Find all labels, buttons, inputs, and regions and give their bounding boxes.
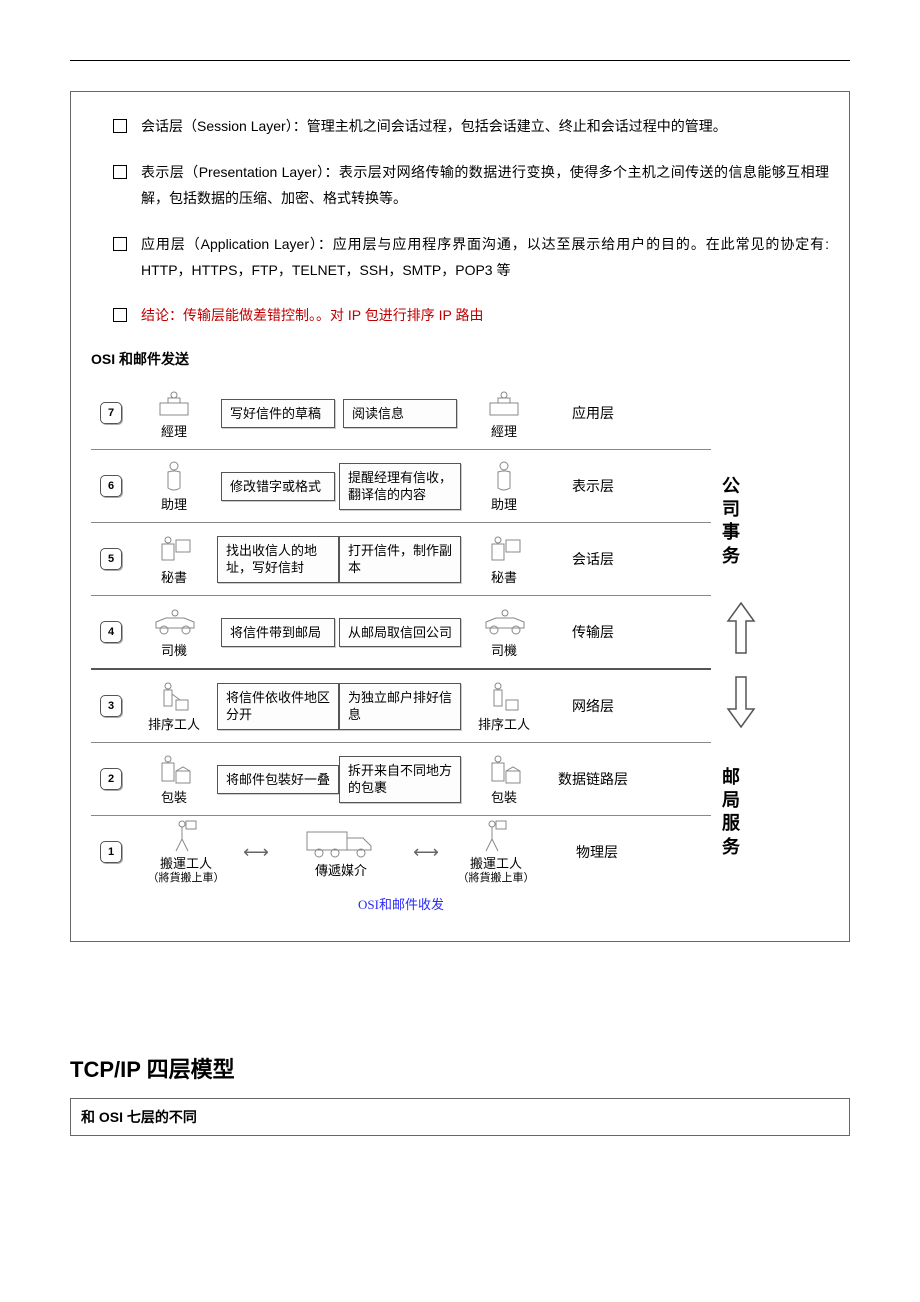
checkbox-icon bbox=[113, 308, 127, 322]
layer-number: 5 bbox=[100, 548, 122, 570]
role-label: 包裝 bbox=[491, 787, 517, 806]
assistant-icon bbox=[482, 460, 526, 494]
role-label: 包裝 bbox=[161, 787, 187, 806]
diagram-row: 1 搬運工人 （將貨搬上車） ⟷ 傳遞媒介 ⟷ 搬運工人 bbox=[91, 816, 711, 888]
role-sublabel: （將貨搬上車） bbox=[148, 872, 225, 885]
bullet-item: 应用层（Application Layer）：应用层与应用程序界面沟通，以达至展… bbox=[113, 232, 829, 284]
bullet-item: 表示层（Presentation Layer）：表示层对网络传输的数据进行变换，… bbox=[113, 160, 829, 212]
diagram-caption: OSI和邮件收发 bbox=[91, 894, 711, 913]
diagram-row: 3 排序工人 将信件依收件地区分开 为独立邮户排好信息 排序工人 网络层 bbox=[91, 670, 711, 743]
desc-left: 将信件依收件地区分开 bbox=[217, 683, 339, 730]
manager-icon bbox=[482, 387, 526, 421]
layer-name: 网络层 bbox=[547, 670, 639, 742]
role-label: 搬運工人 bbox=[160, 853, 212, 872]
bullet-text: 表示层（Presentation Layer）：表示层对网络传输的数据进行变换，… bbox=[141, 160, 829, 212]
layer-number: 3 bbox=[100, 695, 122, 717]
desc-left: 写好信件的草稿 bbox=[221, 399, 335, 429]
down-arrow-icon bbox=[711, 665, 771, 737]
role-label: 搬運工人 bbox=[470, 853, 522, 872]
packer-icon bbox=[482, 753, 526, 787]
sorter-icon bbox=[482, 680, 526, 714]
desc-right: 阅读信息 bbox=[343, 399, 457, 429]
content-box: 会话层（Session Layer）：管理主机之间会话过程，包括会话建立、终止和… bbox=[70, 91, 850, 942]
desc-right: 提醒经理有信收，翻译信的内容 bbox=[339, 463, 461, 510]
bullet-item: 会话层（Session Layer）：管理主机之间会话过程，包括会话建立、终止和… bbox=[113, 114, 829, 140]
up-arrow-icon bbox=[711, 593, 771, 665]
checkbox-icon bbox=[113, 165, 127, 179]
desc-left: 将邮件包裝好一叠 bbox=[217, 765, 339, 795]
sorter-icon bbox=[152, 680, 196, 714]
bullet-text-conclusion: 结论：传输层能做差错控制。。对 IP 包进行排序 IP 路由 bbox=[141, 303, 829, 329]
diagram-row: 4 司機 将信件带到邮局 从邮局取信回公司 司機 传输层 bbox=[91, 596, 711, 670]
layer-number: 7 bbox=[100, 402, 122, 424]
osi-mail-diagram: 7 經理 写好信件的草稿 阅读信息 經理 应用层 6 bbox=[91, 377, 871, 923]
role-label: 秘書 bbox=[491, 567, 517, 586]
tcpip-subbox: 和 OSI 七层的不同 bbox=[70, 1098, 850, 1136]
layer-number: 4 bbox=[100, 621, 122, 643]
bullet-item: 结论：传输层能做差错控制。。对 IP 包进行排序 IP 路由 bbox=[113, 303, 829, 329]
role-label: 排序工人 bbox=[478, 714, 530, 733]
packer-icon bbox=[152, 753, 196, 787]
driver-icon bbox=[482, 606, 526, 640]
role-label: 經理 bbox=[491, 421, 517, 440]
role-label: 司機 bbox=[161, 640, 187, 659]
diagram-row: 5 秘書 找出收信人的地址，写好信封 打开信件，制作副本 秘書 会话层 bbox=[91, 523, 711, 596]
desc-right: 为独立邮户排好信息 bbox=[339, 683, 461, 730]
role-label: 秘書 bbox=[161, 567, 187, 586]
layer-name: 数据链路层 bbox=[547, 743, 639, 815]
mover-icon bbox=[474, 819, 518, 853]
mover-icon bbox=[164, 819, 208, 853]
desc-right: 拆开来自不同地方的包裹 bbox=[339, 756, 461, 803]
role-label: 助理 bbox=[161, 494, 187, 513]
secretary-icon bbox=[152, 533, 196, 567]
diagram-row: 2 包裝 将邮件包裝好一叠 拆开来自不同地方的包裹 包裝 数据链路层 bbox=[91, 743, 711, 816]
truck-icon bbox=[301, 826, 381, 860]
role-label: 經理 bbox=[161, 421, 187, 440]
layer-number: 6 bbox=[100, 475, 122, 497]
checkbox-icon bbox=[113, 237, 127, 251]
checkbox-icon bbox=[113, 119, 127, 133]
secretary-icon bbox=[482, 533, 526, 567]
layer-number: 1 bbox=[100, 841, 122, 863]
bullet-text: 会话层（Session Layer）：管理主机之间会话过程，包括会话建立、终止和… bbox=[141, 114, 829, 140]
driver-icon bbox=[152, 606, 196, 640]
desc-left: 修改错字或格式 bbox=[221, 472, 335, 502]
osi-mail-heading: OSI 和邮件发送 bbox=[91, 349, 829, 369]
medium-label: 傳遞媒介 bbox=[315, 860, 367, 879]
role-label: 司機 bbox=[491, 640, 517, 659]
desc-left: 将信件带到邮局 bbox=[221, 618, 335, 648]
desc-right: 从邮局取信回公司 bbox=[339, 618, 461, 648]
diagram-row: 7 經理 写好信件的草稿 阅读信息 經理 应用层 bbox=[91, 377, 711, 450]
layer-name: 应用层 bbox=[547, 377, 639, 449]
layer-name: 传输层 bbox=[547, 596, 639, 668]
manager-icon bbox=[152, 387, 196, 421]
page-top-rule bbox=[70, 60, 850, 61]
diagram-row: 6 助理 修改错字或格式 提醒经理有信收，翻译信的内容 助理 表示层 bbox=[91, 450, 711, 523]
desc-right: 打开信件，制作副本 bbox=[339, 536, 461, 583]
role-sublabel: （將貨搬上車） bbox=[458, 872, 535, 885]
bullet-text: 应用层（Application Layer）：应用层与应用程序界面沟通，以达至展… bbox=[141, 232, 829, 284]
tcpip-subheading: 和 OSI 七层的不同 bbox=[81, 1109, 197, 1125]
double-arrow-icon: ⟷ bbox=[411, 816, 441, 888]
layer-name: 会话层 bbox=[547, 523, 639, 595]
layer-number: 2 bbox=[100, 768, 122, 790]
assistant-icon bbox=[152, 460, 196, 494]
tcpip-heading: TCP/IP 四层模型 bbox=[70, 1052, 850, 1084]
double-arrow-icon: ⟷ bbox=[241, 816, 271, 888]
side-label-company: 公司事务 bbox=[711, 449, 751, 593]
role-label: 排序工人 bbox=[148, 714, 200, 733]
desc-left: 找出收信人的地址，写好信封 bbox=[217, 536, 339, 583]
side-label-post: 邮局服务 bbox=[711, 737, 751, 887]
layer-name: 表示层 bbox=[547, 450, 639, 522]
layer-name: 物理层 bbox=[551, 816, 643, 888]
role-label: 助理 bbox=[491, 494, 517, 513]
